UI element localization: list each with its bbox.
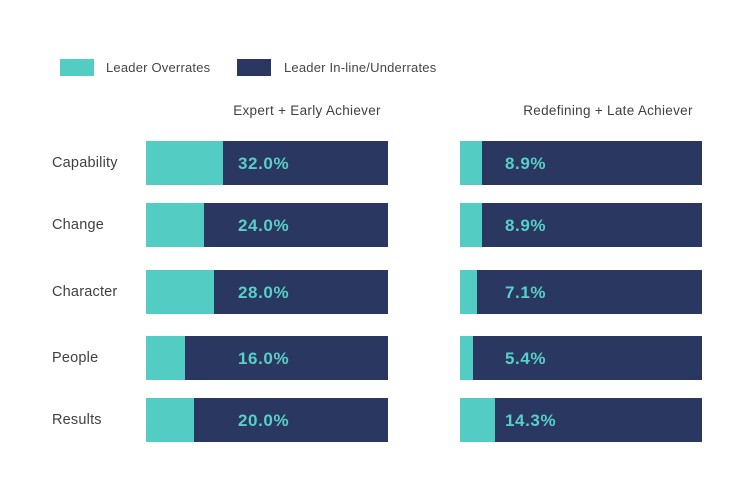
bar-redefining-change: 8.9%	[460, 203, 702, 247]
bar-expert-people: 16.0%	[146, 336, 388, 380]
chart-row-results: Results 20.0% 14.3%	[0, 398, 750, 442]
bar-value-label: 32.0%	[238, 154, 290, 173]
bar-value-label: 8.9%	[505, 154, 547, 173]
overrates-segment	[460, 141, 482, 185]
bar-redefining-capability: 8.9%	[460, 141, 702, 185]
teal-swatch-icon	[60, 59, 94, 76]
bar-value-label: 7.1%	[505, 283, 547, 302]
bar-value-label: 8.9%	[505, 216, 547, 235]
legend-label-overrates: Leader Overrates	[106, 60, 211, 75]
chart-row-capability: Capability 32.0% 8.9%	[0, 141, 750, 185]
overrates-segment	[146, 398, 195, 442]
overrates-segment	[460, 203, 482, 247]
category-label: Results	[52, 412, 102, 428]
legend-swatch-inline-underrates	[237, 59, 271, 76]
bar-redefining-results: 14.3%	[460, 398, 702, 442]
navy-swatch-icon	[237, 59, 271, 76]
legend-swatch-overrates	[60, 59, 94, 76]
bar-redefining-character: 7.1%	[460, 270, 702, 314]
overrates-segment	[460, 270, 478, 314]
bar-value-label: 14.3%	[505, 411, 557, 430]
overrates-segment	[146, 336, 185, 380]
bar-expert-capability: 32.0%	[146, 141, 388, 185]
column-header-redefining-late-achiever: Redefining + Late Achiever	[523, 103, 693, 118]
overrates-segment	[146, 203, 205, 247]
column-header-expert-early-achiever: Expert + Early Achiever	[233, 103, 381, 118]
bar-value-label: 20.0%	[238, 411, 290, 430]
overrates-segment	[460, 398, 495, 442]
overrates-segment	[146, 141, 224, 185]
category-label: Character	[52, 284, 118, 300]
bar-expert-character: 28.0%	[146, 270, 388, 314]
category-label: Capability	[52, 155, 118, 171]
bar-value-label: 24.0%	[238, 216, 290, 235]
bar-expert-results: 20.0%	[146, 398, 388, 442]
chart-row-people: People 16.0% 5.4%	[0, 336, 750, 380]
bar-expert-change: 24.0%	[146, 203, 388, 247]
chart-row-character: Character 28.0% 7.1%	[0, 270, 750, 314]
legend-label-inline-underrates: Leader In-line/Underrates	[284, 60, 437, 75]
chart-row-change: Change 24.0% 8.9%	[0, 203, 750, 247]
bar-redefining-people: 5.4%	[460, 336, 702, 380]
bar-value-label: 5.4%	[505, 349, 547, 368]
bar-value-label: 28.0%	[238, 283, 290, 302]
overrates-segment	[146, 270, 214, 314]
bar-value-label: 16.0%	[238, 349, 290, 368]
category-label: Change	[52, 217, 104, 233]
overrates-segment	[460, 336, 474, 380]
category-label: People	[52, 350, 99, 366]
